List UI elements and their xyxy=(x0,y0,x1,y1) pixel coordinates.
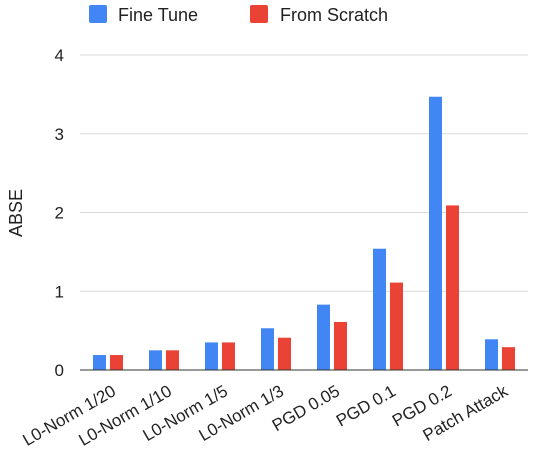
bar-from-scratch xyxy=(502,347,515,370)
bar-from-scratch xyxy=(222,342,235,370)
legend-swatch-fine-tune xyxy=(89,5,107,23)
y-tick-label: 1 xyxy=(55,282,64,301)
bar-fine-tune xyxy=(149,350,162,370)
bar-fine-tune xyxy=(373,248,386,370)
x-tick-label: PGD 0.1 xyxy=(333,381,399,430)
y-tick-label: 0 xyxy=(55,361,64,380)
bar-fine-tune xyxy=(93,355,106,370)
bar-fine-tune xyxy=(261,328,274,370)
bar-fine-tune xyxy=(317,304,330,370)
legend-swatch-from-scratch xyxy=(250,5,268,23)
y-tick-label: 2 xyxy=(55,204,64,223)
bar-from-scratch xyxy=(110,355,123,370)
legend: Fine Tune From Scratch xyxy=(89,5,388,25)
bars xyxy=(93,96,515,371)
bar-fine-tune xyxy=(485,339,498,370)
bar-from-scratch xyxy=(278,337,291,370)
bar-from-scratch xyxy=(166,350,179,370)
bar-fine-tune xyxy=(429,96,442,371)
y-tick-label: 4 xyxy=(55,46,64,65)
gridlines xyxy=(80,54,528,292)
bar-from-scratch xyxy=(390,282,403,370)
y-axis-ticks: 0 1 2 3 4 xyxy=(55,46,64,380)
bar-fine-tune xyxy=(205,342,218,370)
bar-from-scratch xyxy=(446,205,459,370)
x-tick-label: L0-Norm 1/20 xyxy=(19,381,119,449)
legend-label-from-scratch: From Scratch xyxy=(280,5,388,25)
legend-label-fine-tune: Fine Tune xyxy=(118,5,198,25)
y-axis-title: ABSE xyxy=(6,189,26,237)
y-tick-label: 3 xyxy=(55,125,64,144)
bar-from-scratch xyxy=(334,321,347,370)
